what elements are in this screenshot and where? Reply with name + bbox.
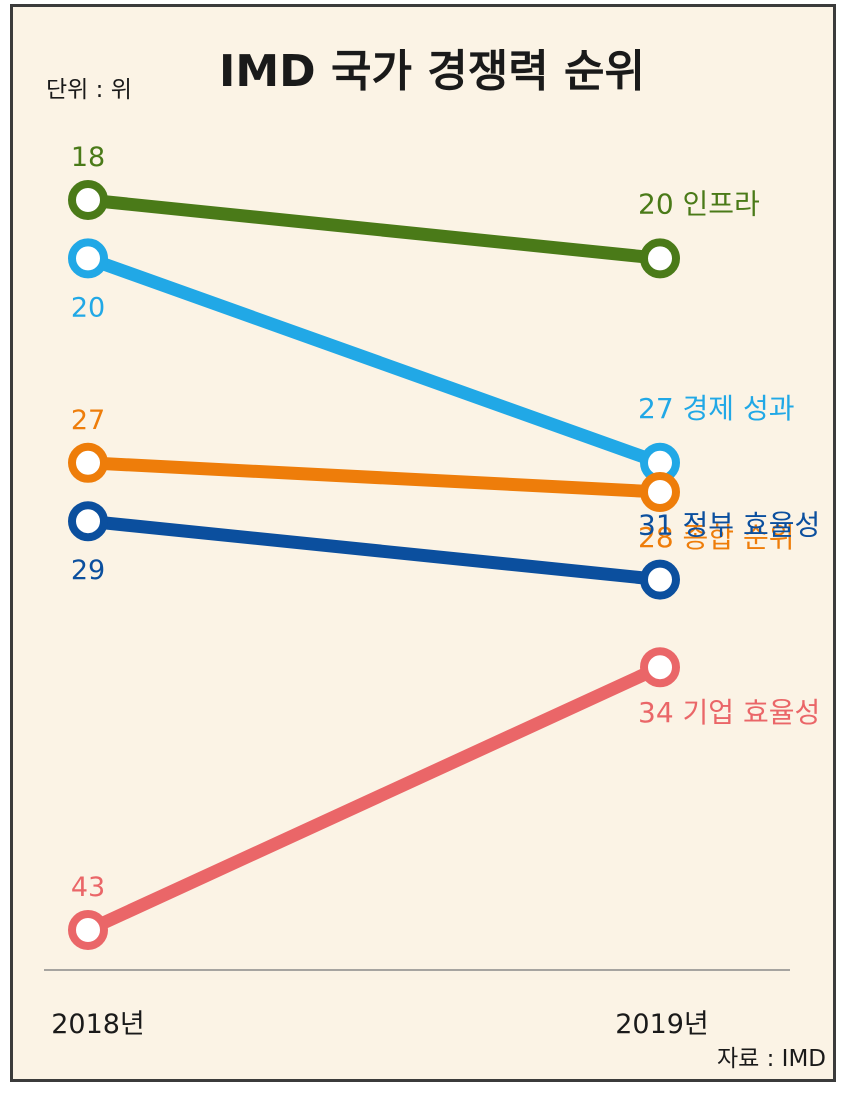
series-line-종합-순위 [81,456,667,499]
data-point-기업-효율성-2019 [640,647,680,688]
data-point-정부-효율성-2018 [68,501,108,542]
data-point-정부-효율성-2019 [640,559,680,600]
data-point-종합-순위-2018 [68,442,108,483]
source-label: 자료 : IMD [717,1046,826,1072]
data-point-인프라-2019 [640,238,680,279]
data-point-종합-순위-2019 [640,472,680,512]
series-line-정부-효율성 [81,514,667,587]
data-label-기업-효율성-2019: 34 기업 효율성 [638,696,820,729]
series-line-인프라 [81,193,667,265]
data-label-기업-효율성-2018: 43 [71,872,105,903]
chart-title: IMD 국가 경쟁력 순위 [219,46,645,97]
series-line-경제-성과 [81,251,667,470]
x-tick-label-2018: 2018년 [51,1009,145,1040]
data-label-인프라-2019: 20 인프라 [638,187,760,220]
unit-label: 단위 : 위 [46,77,132,103]
data-point-인프라-2018 [68,180,108,220]
x-tick-label-2019: 2019년 [615,1009,709,1040]
data-label-정부-효율성-2018: 29 [71,555,105,586]
data-point-경제-성과-2018 [68,238,108,279]
series-line-기업-효율성 [81,660,667,937]
data-label-종합-순위-2018: 27 [71,405,105,436]
data-label-정부-효율성-2019: 31 정부 효율성 [638,509,820,542]
data-label-경제-성과-2019: 27 경제 성과 [638,392,794,425]
data-label-경제-성과-2018: 20 [71,292,105,323]
data-point-기업-효율성-2018 [68,910,108,950]
data-label-인프라-2018: 18 [71,142,105,173]
series-layer: 18 20 인프라 20 27 경제 성과 27 28 종합 순위 29 31 정부 효율성 4… [68,142,820,950]
data-label-종합-순위-2019: 28 종합 순위 [638,521,794,554]
